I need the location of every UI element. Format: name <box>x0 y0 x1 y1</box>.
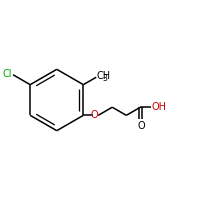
Text: O: O <box>90 110 98 120</box>
Text: O: O <box>137 121 145 131</box>
Text: CH: CH <box>97 71 111 81</box>
Text: Cl: Cl <box>3 69 12 79</box>
Text: 3: 3 <box>103 74 108 83</box>
Text: OH: OH <box>152 102 167 112</box>
